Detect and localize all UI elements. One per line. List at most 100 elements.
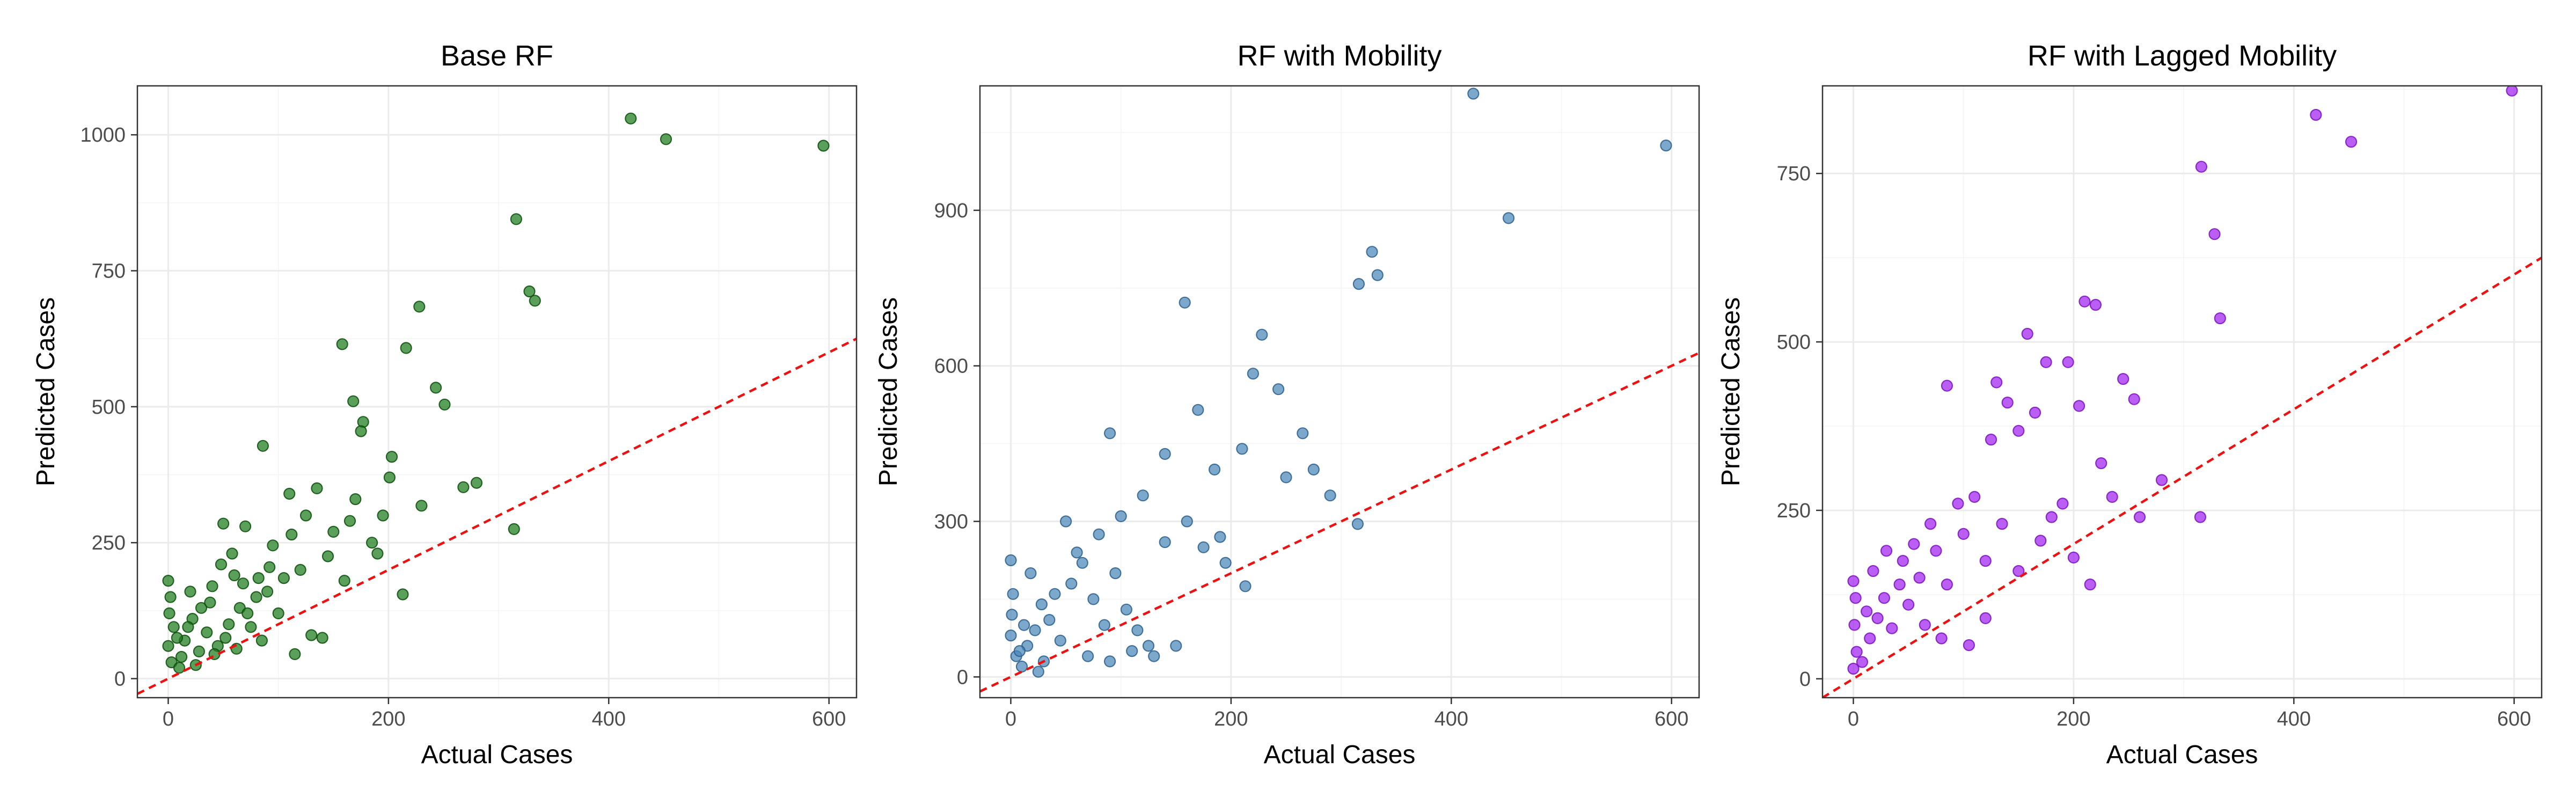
- data-layer: [1823, 86, 2542, 698]
- data-point: [1867, 565, 1879, 577]
- data-point: [2079, 295, 2091, 308]
- data-point: [1850, 646, 1863, 658]
- data-point: [1352, 277, 1365, 290]
- chart-title: Base RF: [441, 40, 553, 72]
- data-point: [2045, 511, 2058, 523]
- y-tick-label: 250: [1777, 500, 1811, 522]
- data-point: [162, 640, 174, 652]
- data-layer: [980, 87, 1699, 693]
- data-point: [1979, 612, 1992, 625]
- data-point: [171, 632, 183, 644]
- data-point: [1209, 463, 1221, 476]
- data-point: [163, 607, 175, 620]
- y-tick-label: 750: [1777, 163, 1811, 185]
- data-point: [1137, 489, 1149, 502]
- data-point: [1093, 528, 1105, 540]
- data-point: [413, 301, 426, 313]
- data-point: [1181, 515, 1193, 528]
- data-point: [2021, 327, 2033, 340]
- plot-background: [980, 86, 1699, 698]
- data-point: [338, 574, 350, 587]
- data-point: [1049, 588, 1061, 600]
- x-tick-label: 200: [371, 708, 405, 730]
- data-point: [2062, 356, 2074, 368]
- data-point: [219, 632, 232, 644]
- data-point: [2084, 578, 2096, 591]
- data-point: [343, 515, 356, 527]
- data-point: [1941, 379, 1953, 392]
- data-point: [508, 523, 520, 536]
- y-axis-label: Predicted Cases: [874, 297, 903, 486]
- data-point: [267, 539, 279, 552]
- data-point: [175, 650, 188, 663]
- plot-background: [1823, 86, 2542, 698]
- data-point: [1076, 557, 1088, 569]
- data-point: [2208, 228, 2221, 240]
- data-point: [1192, 404, 1204, 416]
- data-point: [415, 500, 428, 512]
- reference-line: [137, 338, 857, 695]
- data-point: [2040, 356, 2052, 368]
- data-point: [1996, 517, 2008, 530]
- data-point: [245, 621, 257, 633]
- data-point: [523, 285, 536, 298]
- y-axis-label: Predicted Cases: [32, 297, 60, 486]
- data-point: [2195, 160, 2207, 173]
- data-point: [311, 482, 323, 495]
- data-point: [510, 213, 523, 225]
- data-point: [2012, 565, 2025, 577]
- data-point: [1849, 592, 1862, 604]
- y-tick-label: 0: [957, 666, 968, 689]
- data-point: [1104, 427, 1116, 440]
- data-point: [1952, 497, 1964, 510]
- data-point: [2310, 108, 2322, 121]
- data-point: [1297, 427, 1309, 440]
- data-point: [397, 588, 409, 601]
- y-tick-label: 0: [1799, 668, 1811, 691]
- data-point: [1087, 593, 1100, 605]
- data-point: [2117, 372, 2129, 385]
- data-point: [255, 634, 268, 647]
- data-point: [2345, 136, 2358, 148]
- y-tick-label: 300: [934, 511, 968, 533]
- x-tick-label: 400: [592, 708, 626, 730]
- chart-title: RF with Mobility: [1237, 40, 1441, 72]
- y-tick-label: 900: [934, 200, 968, 222]
- y-axis-label: Predicted Cases: [1717, 297, 1745, 486]
- data-point: [1013, 645, 1026, 657]
- data-point: [2035, 535, 2047, 547]
- x-tick-label: 0: [1848, 708, 1859, 730]
- reference-line: [980, 352, 1699, 693]
- data-point: [1847, 575, 1860, 587]
- data-point: [277, 572, 290, 584]
- data-point: [625, 112, 637, 125]
- data-point: [283, 487, 296, 500]
- panel-border: [136, 85, 858, 699]
- data-point: [1059, 515, 1072, 528]
- data-point: [1893, 578, 1906, 591]
- x-tick-label: 600: [2497, 708, 2531, 730]
- data-point: [383, 471, 396, 484]
- data-point: [1247, 368, 1259, 380]
- data-point: [272, 607, 284, 620]
- data-point: [1239, 580, 1252, 592]
- data-point: [1065, 577, 1078, 590]
- data-point: [2194, 511, 2206, 523]
- data-point: [195, 602, 208, 614]
- data-point: [377, 509, 389, 522]
- data-point: [294, 564, 306, 576]
- x-tick-label: 0: [163, 708, 174, 730]
- x-tick-label: 200: [1214, 708, 1248, 730]
- data-point: [1979, 554, 1992, 567]
- data-point: [184, 586, 196, 598]
- data-point: [162, 574, 174, 587]
- data-point: [286, 528, 298, 541]
- data-point: [2128, 393, 2140, 405]
- data-point: [385, 450, 398, 463]
- data-point: [2106, 491, 2118, 503]
- data-point: [347, 395, 360, 407]
- data-point: [1071, 546, 1083, 559]
- data-point: [164, 591, 177, 603]
- data-point: [1957, 528, 1970, 540]
